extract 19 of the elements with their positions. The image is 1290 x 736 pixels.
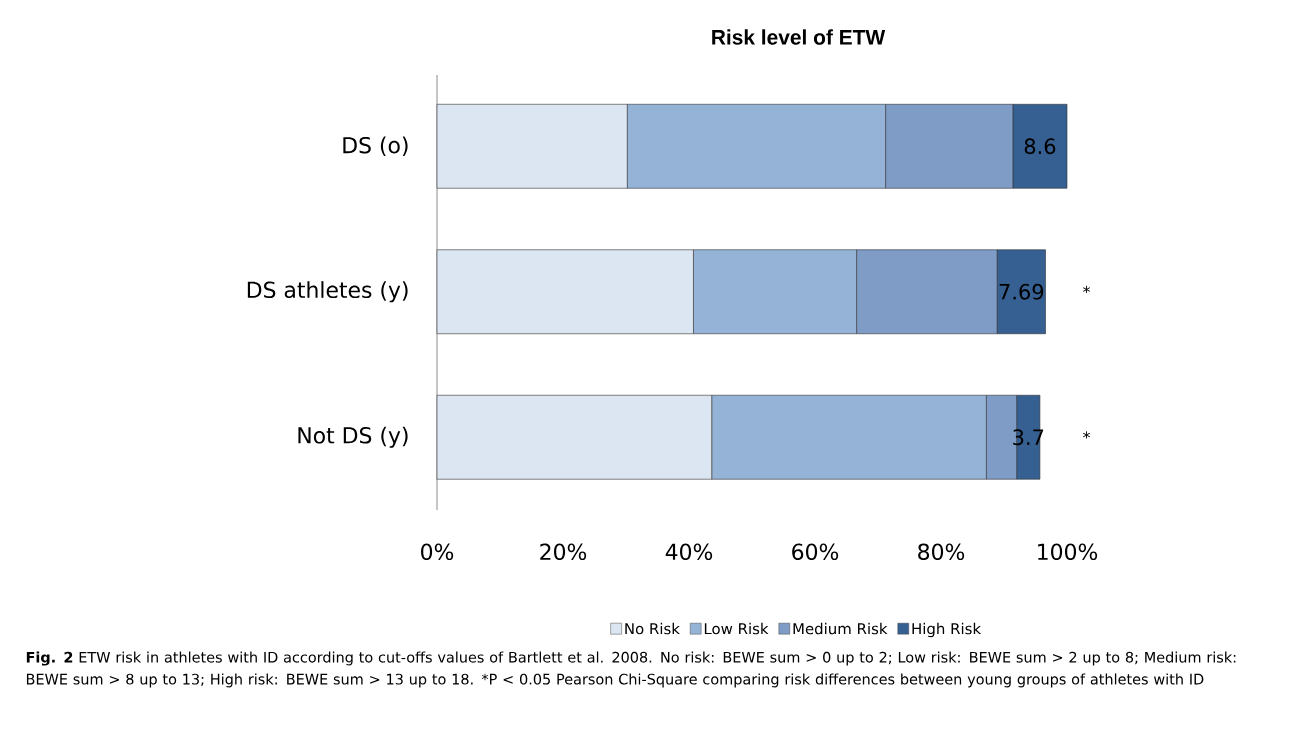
x-tick-label: 80%	[918, 543, 965, 561]
legend-label: Medium Risk	[793, 622, 888, 635]
text: *	[1083, 285, 1091, 294]
x-tick-label: 0%	[421, 543, 454, 561]
y-tick-label: Not DS (y)	[298, 426, 408, 448]
data-label: 8.6	[1024, 138, 1056, 155]
data-label: 7.69	[999, 283, 1044, 300]
y-tick-label: DS (o)	[343, 136, 408, 157]
legend-label: High Risk	[912, 622, 982, 638]
text: *	[1083, 431, 1091, 439]
x-tick-label: 60%	[792, 543, 839, 561]
x-tick-label: 40%	[665, 543, 713, 561]
y-tick-label: DS athletes (y)	[247, 281, 408, 303]
chart-title: Risk level of ETW	[712, 29, 886, 45]
text: Fig. 2 ETW risk in athletes with ID according to cut-offs values of Bartlett et al. 2008. No risk: BEWE sum > 0 up to 2; Low risk: BEWE sum > 2 up to 8; Medium risk: BEWE sum > 8 up to 13; High risk: BEWE sum > 13 up to 18. *P < 0.05 Pearson Chi-Square comparing risk differences between young groups of athletes with ID	[26, 651, 1236, 688]
x-tick-label: 100%	[1038, 543, 1098, 561]
x-tick-label: 20%	[540, 543, 587, 561]
legend-label: Low Risk	[704, 622, 769, 635]
legend-label: No Risk	[625, 622, 680, 635]
